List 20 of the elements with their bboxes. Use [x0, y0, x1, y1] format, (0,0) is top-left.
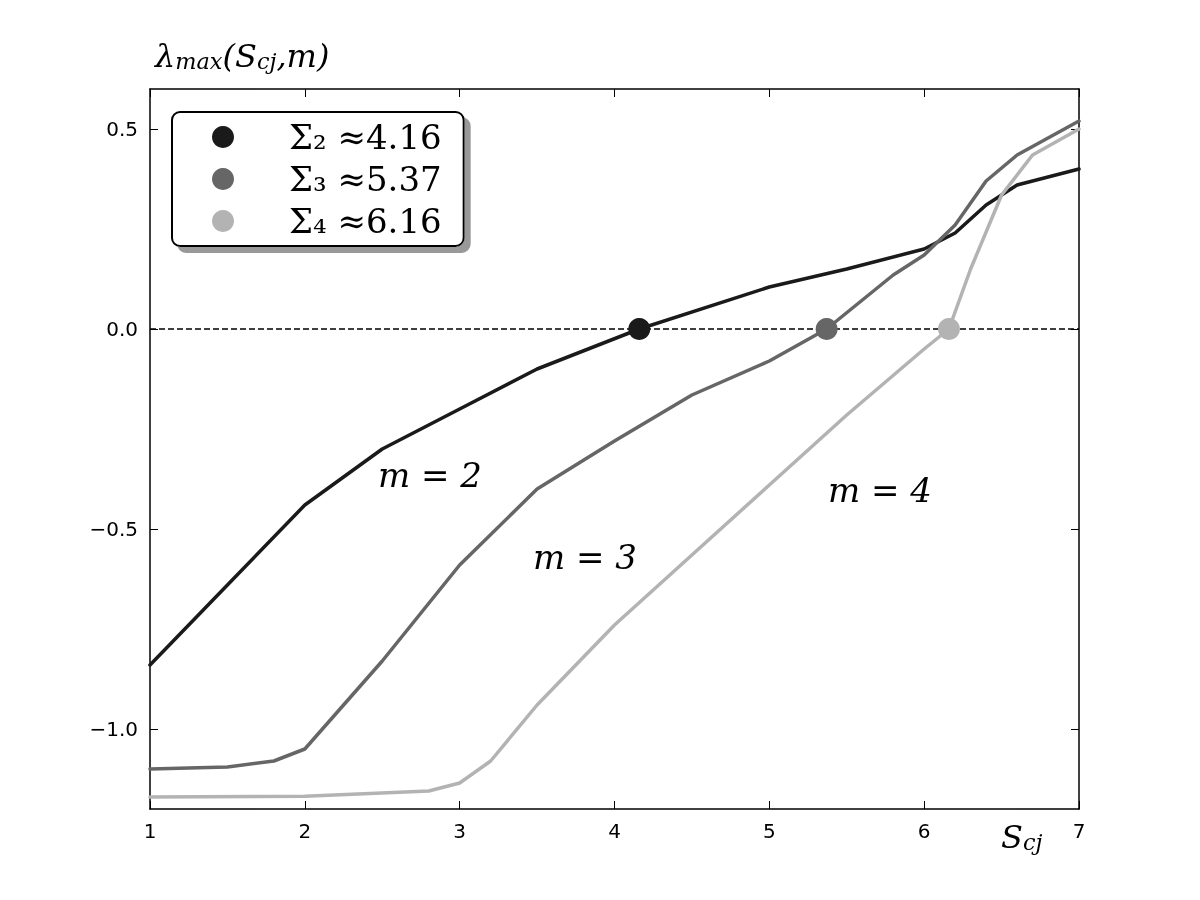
y-axis-title: λmax(Scj,m): [153, 37, 330, 75]
x-tick-label: 6: [917, 819, 931, 843]
x-tick-label: 3: [453, 819, 467, 843]
annotation: m = 2: [378, 455, 482, 495]
legend-label: Σ₄ ≈6.16: [289, 201, 442, 241]
y-tick-label: 0.5: [106, 117, 138, 141]
y-tick-label: −0.5: [89, 517, 138, 541]
x-axis-title: Scj: [1001, 818, 1043, 857]
annotation: m = 4: [828, 470, 932, 510]
y-tick-label: 0.0: [106, 317, 138, 341]
y-tick-label: −1.0: [89, 717, 138, 741]
legend-label: Σ₃ ≈5.37: [289, 159, 442, 199]
x-tick-label: 7: [1072, 819, 1086, 843]
x-tick-label: 4: [608, 819, 621, 843]
line-series: [148, 167, 1081, 667]
annotation: m = 3: [533, 537, 637, 577]
legend-label: Σ₂ ≈4.16: [289, 117, 442, 157]
x-tick-label: 1: [143, 819, 157, 843]
x-tick-label: 5: [762, 819, 776, 843]
x-tick-label: 2: [298, 819, 312, 843]
